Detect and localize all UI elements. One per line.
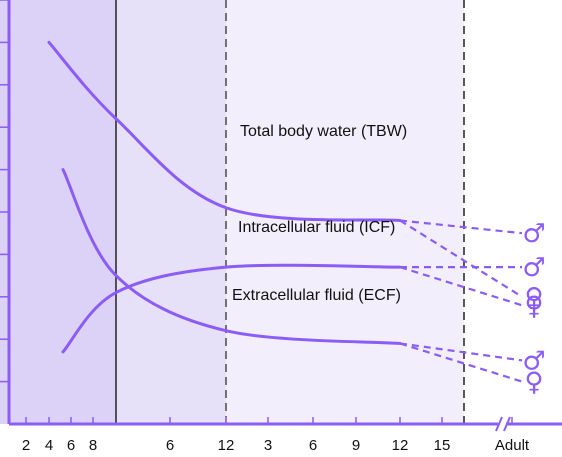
male-symbol: ♂ — [522, 219, 545, 249]
female-symbol: ♀ — [524, 283, 543, 313]
x-tick-label: Adult — [495, 437, 530, 454]
x-tick-label: 6 — [309, 437, 317, 454]
series-label: Total body water (TBW) — [240, 123, 407, 140]
x-tick-label: 6 — [67, 437, 75, 454]
x-tick-label: 12 — [218, 437, 235, 454]
series-line — [61, 168, 402, 345]
male-projection — [399, 342, 523, 362]
x-tick-label: 3 — [264, 437, 272, 454]
x-tick-label: 15 — [434, 437, 451, 454]
male-symbol: ♂ — [522, 253, 545, 283]
male-projection — [399, 219, 523, 235]
series-line — [61, 263, 402, 354]
series-layer — [47, 40, 523, 383]
female-symbol: ♀ — [524, 368, 543, 398]
series-label: Extracellular fluid (ECF) — [232, 287, 401, 304]
sex-symbols: ♂♀♂♀♂♀ — [522, 219, 545, 397]
x-tick-label: 4 — [45, 437, 53, 454]
axis-break-mark — [495, 416, 511, 432]
x-tick-label: 8 — [89, 437, 97, 454]
y-axis-ticks — [0, 0, 9, 383]
male-symbol: ♂ — [522, 346, 545, 376]
x-axis-ticks: 2 4 6 8 6 12 3 6 9 12 15 Adult — [22, 417, 530, 454]
female-projection — [399, 342, 523, 383]
x-tick-label: 2 — [22, 437, 30, 454]
region-fetal — [0, 0, 116, 424]
series-line — [47, 40, 402, 222]
region-adult — [464, 0, 562, 424]
female-projection — [399, 266, 523, 307]
x-tick-label: 9 — [352, 437, 360, 454]
region-child — [226, 0, 464, 424]
female-symbol: ♀ — [524, 291, 543, 321]
series-labels: Total body water (TBW) Intracellular flui… — [232, 123, 407, 304]
x-tick-label: 12 — [392, 437, 409, 454]
series-label: Intracellular fluid (ICF) — [238, 219, 395, 236]
region-infant — [116, 0, 226, 424]
x-tick-label: 6 — [166, 437, 174, 454]
